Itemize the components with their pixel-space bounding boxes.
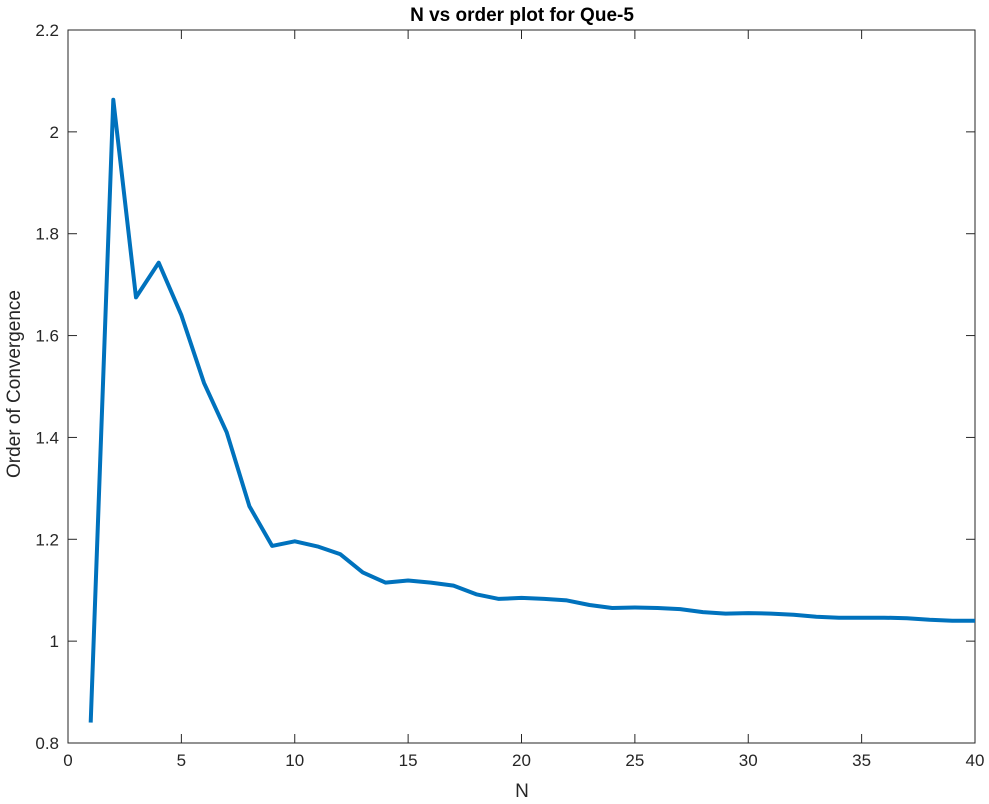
y-axis-label: Order of Convergence [4,290,25,478]
y-tick-label: 0.8 [35,734,59,753]
y-tick-label: 2.2 [35,21,59,40]
x-tick-label: 0 [63,751,72,770]
y-tick-label: 1.6 [35,327,59,346]
y-tick-label: 1.2 [35,530,59,549]
x-tick-label: 25 [625,751,644,770]
x-tick-label: 15 [399,751,418,770]
plot-area: 0 5 10 15 20 25 30 35 40 0.8 1 1.2 1.4 1.6 1.8 2 2.2 [35,21,984,770]
x-axis-label: N [515,781,529,802]
x-tick-label: 40 [966,751,985,770]
y-tick-label: 1 [50,632,59,651]
x-tick-label: 35 [852,751,871,770]
x-tick-label: 10 [285,751,304,770]
y-tick-label: 2 [50,123,59,142]
x-tick-label: 20 [512,751,531,770]
y-tick-label: 1.8 [35,225,59,244]
x-tick-label: 5 [177,751,186,770]
x-tick-label: 30 [739,751,758,770]
chart-title: N vs order plot for Que-5 [410,5,634,26]
series-line [88,97,975,723]
y-tick-label: 1.4 [35,428,59,447]
